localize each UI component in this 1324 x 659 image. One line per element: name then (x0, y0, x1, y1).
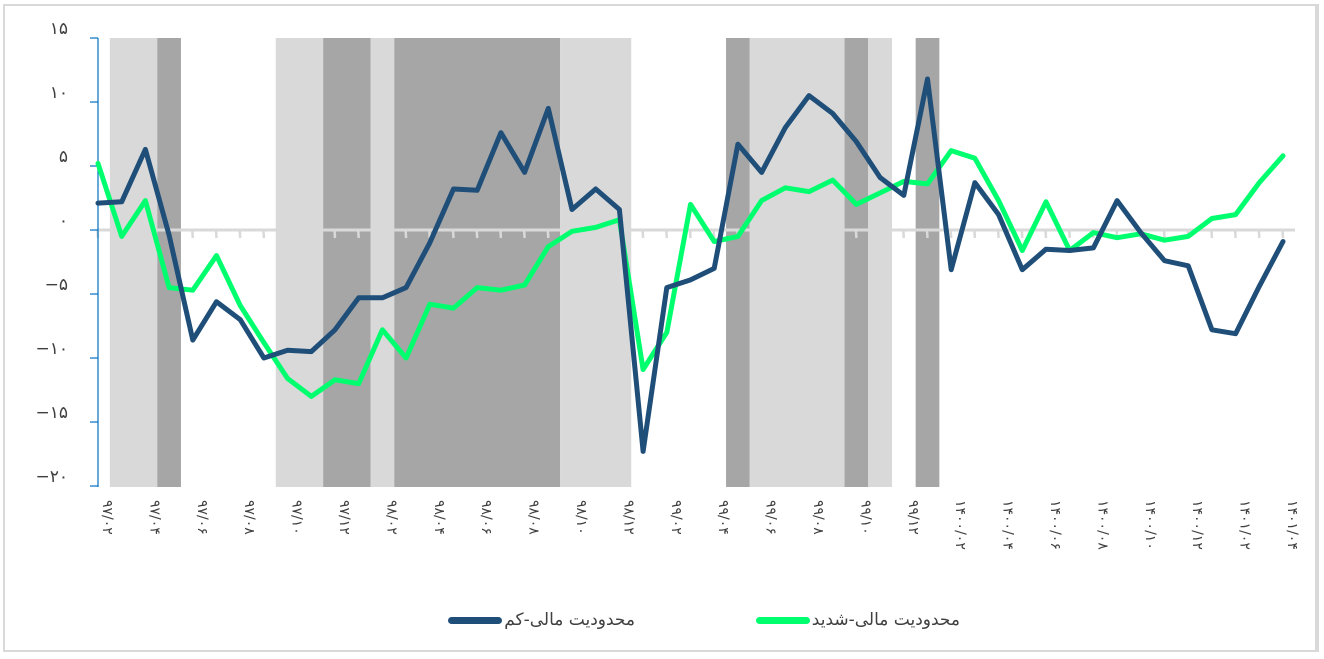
x-tick-label: ۹۹/۰۴ (715, 500, 731, 535)
y-tick-label: −۱۵ (35, 403, 68, 423)
series-lines (95, 76, 1286, 454)
legend-item-severe: محدودیت مالی-شدید (755, 610, 960, 630)
shaded-band (560, 38, 632, 487)
legend-swatch-low (448, 616, 503, 624)
x-tick-label: ۱۴۰۱/۰۴ (1284, 500, 1300, 550)
legend-label-severe: محدودیت مالی-شدید (811, 610, 960, 630)
x-tick-label: ۹۸/۰۲ (383, 500, 399, 535)
x-tick-label: ۹۷/۰۸ (241, 500, 257, 535)
y-tick-label: −۲۰ (35, 467, 68, 487)
y-tick-label: −۱۰ (35, 339, 68, 359)
x-tick-label: ۹۹/۰۶ (763, 500, 779, 535)
x-tick-label: ۹۸/۰۶ (478, 500, 494, 535)
shaded-band (868, 38, 892, 487)
x-tick-label: ۹۸/۱۲ (620, 500, 636, 535)
x-tick-label: ۹۸/۱۰ (573, 500, 589, 535)
x-tick-label: ۹۷/۱۰ (289, 500, 305, 535)
legend: محدودیت مالی-شدید محدودیت مالی-کم (380, 610, 980, 640)
y-tick-label: ۱۵ (50, 19, 68, 39)
y-tick-label: ۱۰ (50, 83, 68, 103)
x-tick-label: ۱۴۰۰/۰۸ (1094, 500, 1110, 550)
x-tick-label: ۹۹/۰۸ (810, 500, 826, 535)
legend-swatch-severe (755, 616, 810, 624)
x-tick-label: ۱۴۰۰/۱۲ (1189, 500, 1205, 550)
shaded-band (749, 38, 845, 487)
shaded-bands (109, 38, 940, 487)
x-tick-label: ۹۸/۰۸ (526, 500, 542, 535)
shaded-band (915, 38, 940, 487)
x-tick-label: ۹۹/۰۲ (668, 500, 684, 535)
y-tick-label: ۵ (59, 147, 68, 167)
shaded-band (109, 38, 158, 487)
x-axis-labels: ۹۷/۰۲ ۹۷/۰۴ ۹۷/۰۶ ۹۷/۰۸ ۹۷/۱۰ ۹۷/۱۲ ۹۸/۰۲ ۹۸/۰۴… (99, 500, 1300, 550)
shaded-band (726, 38, 750, 487)
y-tick-label: ۰ (59, 211, 68, 231)
x-tick-label: ۹۸/۰۴ (431, 500, 447, 535)
x-tick-label: ۱۴۰۱/۰۲ (1237, 500, 1253, 550)
shaded-band (275, 38, 324, 487)
x-tick-label: ۹۷/۱۲ (336, 500, 352, 535)
legend-item-low: محدودیت مالی-کم (448, 610, 635, 630)
x-tick-label: ۱۴۰۰/۰۶ (1047, 500, 1063, 550)
x-tick-label: ۱۴۰۰/۰۲ (952, 500, 968, 550)
x-tick-label: ۹۹/۱۰ (857, 500, 873, 535)
x-tick-label: ۱۴۰۰/۰۴ (1000, 500, 1016, 550)
x-tick-label: ۹۷/۰۴ (146, 500, 162, 535)
x-tick-label: ۹۷/۰۲ (99, 500, 115, 535)
x-tick-label: ۹۷/۰۶ (194, 500, 210, 535)
shaded-band (844, 38, 869, 487)
shaded-band (370, 38, 395, 487)
series-line (95, 76, 1286, 454)
series-line (95, 148, 1286, 399)
shaded-band (157, 38, 181, 487)
y-tick-label: −۵ (45, 275, 68, 295)
shaded-band (323, 38, 371, 487)
legend-label-low: محدودیت مالی-کم (504, 610, 635, 630)
y-axis: ۱۵ ۱۰ ۵ ۰ −۵ −۱۰ −۱۵ −۲۰ (35, 19, 99, 487)
x-tick-label: ۱۴۰۰/۱۰ (1142, 500, 1158, 550)
x-tick-label: ۹۹/۱۲ (905, 500, 921, 535)
